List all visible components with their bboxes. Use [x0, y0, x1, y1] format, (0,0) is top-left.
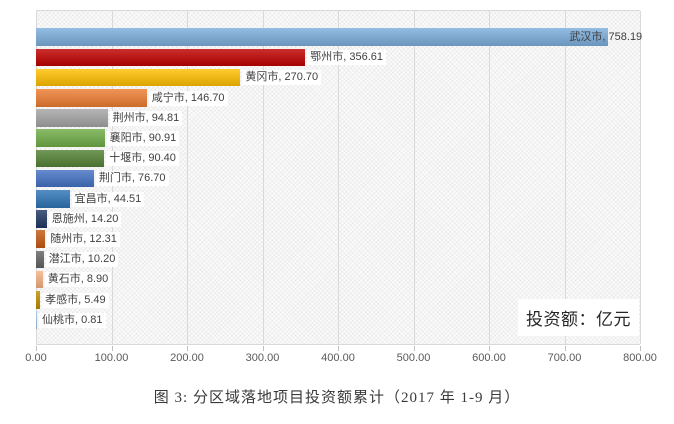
figure-caption: 图 3: 分区域落地项目投资额累计（2017 年 1-9 月） — [153, 390, 521, 406]
gridline — [564, 11, 566, 344]
bar-恩施州 — [36, 210, 47, 228]
bar-宜昌市 — [36, 190, 70, 208]
axis-tick — [413, 346, 415, 351]
gridline — [262, 11, 264, 344]
bar-label-黄石市: 黄石市, 8.90 — [44, 272, 112, 288]
bar-label-随州市: 随州市, 12.31 — [47, 231, 120, 247]
bar-label-仙桃市: 仙桃市, 0.81 — [39, 312, 106, 328]
bar-label-潜江市: 潜江市, 10.20 — [45, 252, 119, 268]
x-tick-label: 200.00 — [170, 352, 204, 364]
bar-label-荆门市: 荆门市, 76.70 — [95, 171, 169, 187]
gridline — [338, 11, 339, 344]
x-axis: 0.00 100.00 200.00 300.00 400.00 500.00 600.00… — [25, 351, 657, 367]
bar-label-咸宁市: 咸宁市, 146.70 — [148, 90, 228, 106]
bar-label-十堰市: 十堰市, 90.40 — [106, 151, 179, 167]
axis-tick — [640, 346, 641, 351]
x-tick-label: 800.00 — [623, 352, 657, 364]
bar-鄂州市 — [36, 48, 306, 67]
gridline — [187, 11, 188, 344]
bar-label-鄂州市: 鄂州市, 356.61 — [307, 50, 386, 66]
axis-tick — [338, 346, 339, 351]
axis-tick — [564, 346, 566, 351]
bar-武汉市 — [36, 28, 609, 46]
x-tick-label: 300.00 — [245, 352, 280, 364]
axis-tick — [262, 346, 264, 351]
annotation-box: 投资额：亿元 — [518, 299, 639, 336]
bar-襄阳市 — [36, 129, 105, 147]
bar-荆门市 — [36, 169, 94, 188]
x-tick-label: 0.00 — [25, 352, 47, 364]
bar-孝感市 — [36, 291, 41, 309]
bar-黄石市 — [36, 270, 43, 289]
x-tick-label: 600.00 — [472, 352, 506, 364]
bar-label-襄阳市: 襄阳市, 90.91 — [106, 130, 180, 146]
bar-仙桃市 — [36, 311, 37, 329]
plot-area: 武汉市, 758.19 鄂州市, 356.61 黄冈市, 270.70 咸宁市, 14… — [36, 10, 642, 351]
bar-十堰市 — [36, 149, 105, 168]
bar-label-武汉市: 武汉市, 758.19 — [569, 30, 643, 43]
annotation-text: 投资额：亿元 — [526, 310, 631, 329]
bar-label-黄冈市: 黄冈市, 270.70 — [242, 70, 322, 86]
x-tick-label: 700.00 — [547, 352, 582, 364]
bar-label-宜昌市: 宜昌市, 44.51 — [71, 191, 145, 207]
x-tick-label: 400.00 — [321, 352, 355, 364]
axis-tick — [489, 346, 490, 351]
x-tick-label: 500.00 — [396, 352, 431, 364]
gridline — [413, 11, 415, 344]
gridline — [640, 11, 641, 344]
axis-tick — [187, 346, 188, 351]
gridline — [489, 11, 490, 344]
x-tick-label: 100.00 — [94, 352, 129, 364]
bar-label-恩施州: 恩施州, 14.20 — [48, 211, 122, 227]
bar-咸宁市 — [36, 89, 147, 107]
bar-label-荆州市: 荆州市, 94.81 — [109, 110, 183, 126]
bar-label-孝感市: 孝感市, 5.49 — [42, 292, 109, 308]
bar-黄冈市 — [36, 68, 241, 87]
bar-荆州市 — [36, 109, 108, 127]
axis-tick — [36, 346, 37, 351]
bar-随州市 — [36, 230, 46, 248]
bar-潜江市 — [36, 250, 44, 269]
axis-tick — [111, 346, 113, 351]
